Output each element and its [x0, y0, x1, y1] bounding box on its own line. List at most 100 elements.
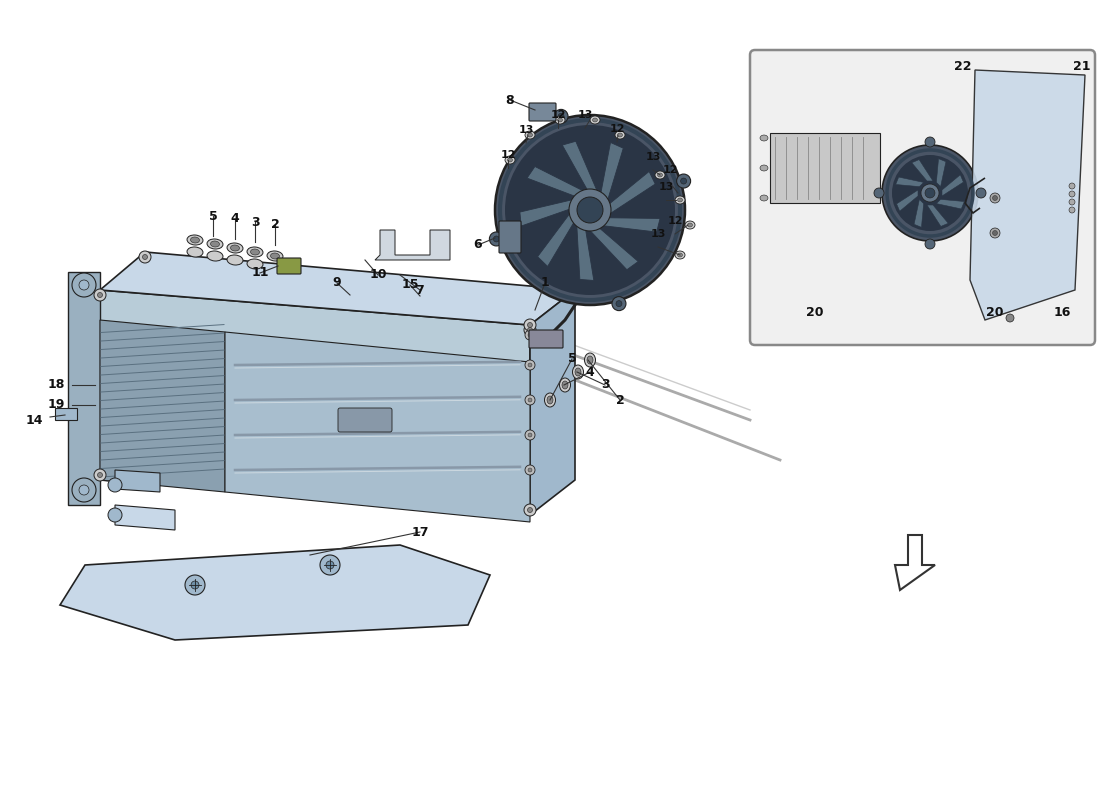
Circle shape — [525, 430, 535, 440]
Circle shape — [320, 555, 340, 575]
Ellipse shape — [547, 396, 553, 404]
Circle shape — [528, 333, 532, 337]
Polygon shape — [60, 545, 490, 640]
Text: 2: 2 — [271, 218, 279, 231]
Ellipse shape — [675, 196, 685, 204]
Text: 9: 9 — [332, 277, 341, 290]
Ellipse shape — [525, 131, 535, 139]
Ellipse shape — [688, 223, 693, 227]
Ellipse shape — [587, 356, 593, 364]
Text: 18: 18 — [47, 378, 65, 391]
FancyBboxPatch shape — [529, 330, 563, 348]
FancyBboxPatch shape — [277, 258, 301, 274]
Circle shape — [525, 395, 535, 405]
Circle shape — [1069, 191, 1075, 197]
Circle shape — [495, 115, 685, 305]
Circle shape — [525, 465, 535, 475]
Circle shape — [525, 360, 535, 370]
Ellipse shape — [505, 156, 515, 164]
Text: 12: 12 — [500, 150, 516, 160]
Text: 13: 13 — [650, 229, 666, 239]
Circle shape — [1069, 183, 1075, 189]
Circle shape — [528, 433, 532, 437]
Circle shape — [874, 188, 884, 198]
Ellipse shape — [528, 133, 532, 137]
Polygon shape — [538, 211, 575, 266]
Polygon shape — [527, 166, 585, 197]
Text: 20: 20 — [987, 306, 1003, 318]
Text: 15: 15 — [402, 278, 419, 291]
Polygon shape — [912, 159, 933, 181]
Ellipse shape — [584, 353, 595, 367]
Polygon shape — [588, 227, 638, 270]
Ellipse shape — [654, 171, 666, 179]
Ellipse shape — [248, 247, 263, 257]
Circle shape — [528, 468, 532, 472]
Text: 17: 17 — [411, 526, 429, 538]
Circle shape — [528, 327, 532, 333]
Circle shape — [992, 230, 998, 235]
Polygon shape — [608, 171, 656, 215]
Text: 8: 8 — [506, 94, 515, 106]
Polygon shape — [927, 205, 948, 226]
Circle shape — [528, 363, 532, 367]
Text: 2: 2 — [616, 394, 625, 406]
Ellipse shape — [658, 173, 662, 177]
Polygon shape — [562, 142, 598, 193]
Ellipse shape — [190, 237, 199, 243]
Circle shape — [72, 478, 96, 502]
Text: 13: 13 — [658, 182, 673, 192]
Text: 12: 12 — [668, 216, 683, 226]
Polygon shape — [914, 199, 924, 227]
Text: 20: 20 — [806, 306, 824, 318]
Bar — [770, 133, 880, 203]
Circle shape — [882, 145, 978, 241]
Ellipse shape — [572, 365, 583, 379]
Text: 5: 5 — [209, 210, 218, 222]
Circle shape — [925, 239, 935, 249]
Polygon shape — [895, 177, 924, 186]
Text: elparts: elparts — [210, 331, 530, 409]
Polygon shape — [375, 230, 450, 260]
Circle shape — [612, 297, 626, 310]
Polygon shape — [530, 290, 575, 515]
Text: 1: 1 — [540, 277, 549, 290]
Circle shape — [1069, 207, 1075, 213]
Polygon shape — [520, 199, 575, 226]
Polygon shape — [601, 218, 660, 232]
Ellipse shape — [187, 235, 204, 245]
Ellipse shape — [685, 221, 695, 229]
Ellipse shape — [207, 251, 223, 261]
Polygon shape — [576, 223, 594, 281]
Circle shape — [528, 322, 532, 327]
Text: 11: 11 — [251, 266, 268, 279]
Text: 14: 14 — [25, 414, 43, 426]
Text: 6: 6 — [474, 238, 482, 251]
Ellipse shape — [267, 251, 283, 261]
Circle shape — [892, 155, 968, 231]
Circle shape — [108, 508, 122, 522]
Ellipse shape — [615, 131, 625, 139]
Text: 5: 5 — [568, 353, 576, 366]
Circle shape — [578, 197, 603, 223]
FancyBboxPatch shape — [750, 50, 1094, 345]
Circle shape — [524, 504, 536, 516]
Text: 4: 4 — [585, 366, 594, 378]
Circle shape — [1006, 314, 1014, 322]
Circle shape — [143, 254, 147, 259]
Circle shape — [185, 575, 205, 595]
Circle shape — [528, 507, 532, 513]
Polygon shape — [226, 332, 530, 522]
Text: a partner for business since 1985: a partner for business since 1985 — [183, 415, 557, 435]
Ellipse shape — [507, 158, 513, 162]
Ellipse shape — [760, 195, 768, 201]
Text: 13: 13 — [518, 125, 534, 135]
Ellipse shape — [678, 198, 682, 202]
Text: 16: 16 — [1054, 306, 1070, 318]
Text: 12: 12 — [609, 124, 625, 134]
Bar — [55, 408, 77, 420]
Ellipse shape — [678, 253, 682, 257]
Circle shape — [569, 189, 611, 231]
Polygon shape — [100, 290, 530, 515]
Ellipse shape — [544, 393, 556, 407]
